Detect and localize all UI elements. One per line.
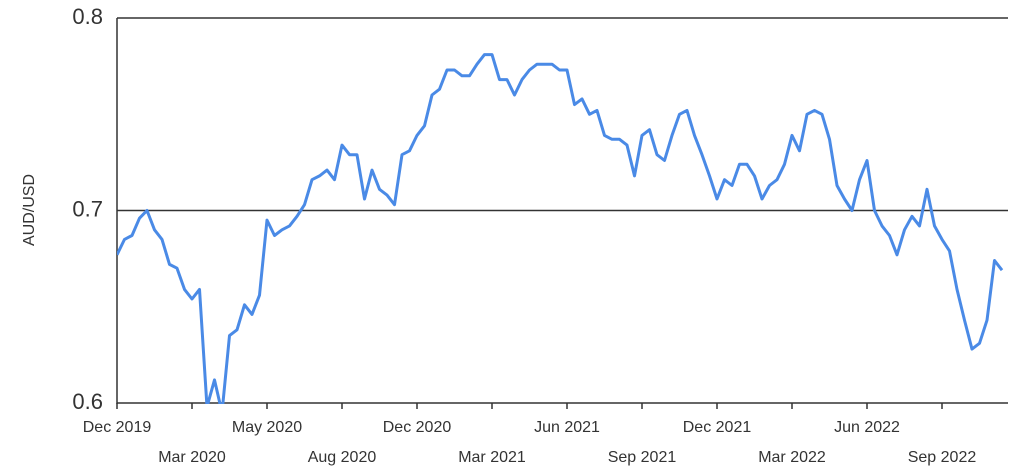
y-tick-label: 0.8 <box>72 4 103 29</box>
x-tick-label: Mar 2021 <box>458 449 526 466</box>
x-tick-label: Dec 2020 <box>383 419 452 436</box>
x-tick-label: Sep 2021 <box>608 449 677 466</box>
x-tick-label: Aug 2020 <box>308 449 377 466</box>
x-tick-label: Dec 2021 <box>683 419 752 436</box>
series-line <box>117 53 1004 404</box>
x-tick-label: May 2020 <box>232 419 302 436</box>
y-axis-label: AUD/USD <box>21 174 38 246</box>
y-tick-label: 0.6 <box>72 389 103 414</box>
x-tick-label: Sep 2022 <box>908 449 977 466</box>
x-tick-label: Mar 2022 <box>758 449 826 466</box>
x-tick-label: Mar 2020 <box>158 449 226 466</box>
x-tick-label: Jun 2022 <box>834 419 900 436</box>
y-tick-label: 0.7 <box>72 196 103 221</box>
x-tick-label: Jun 2021 <box>534 419 600 436</box>
x-tick-label: Dec 2019 <box>83 419 152 436</box>
